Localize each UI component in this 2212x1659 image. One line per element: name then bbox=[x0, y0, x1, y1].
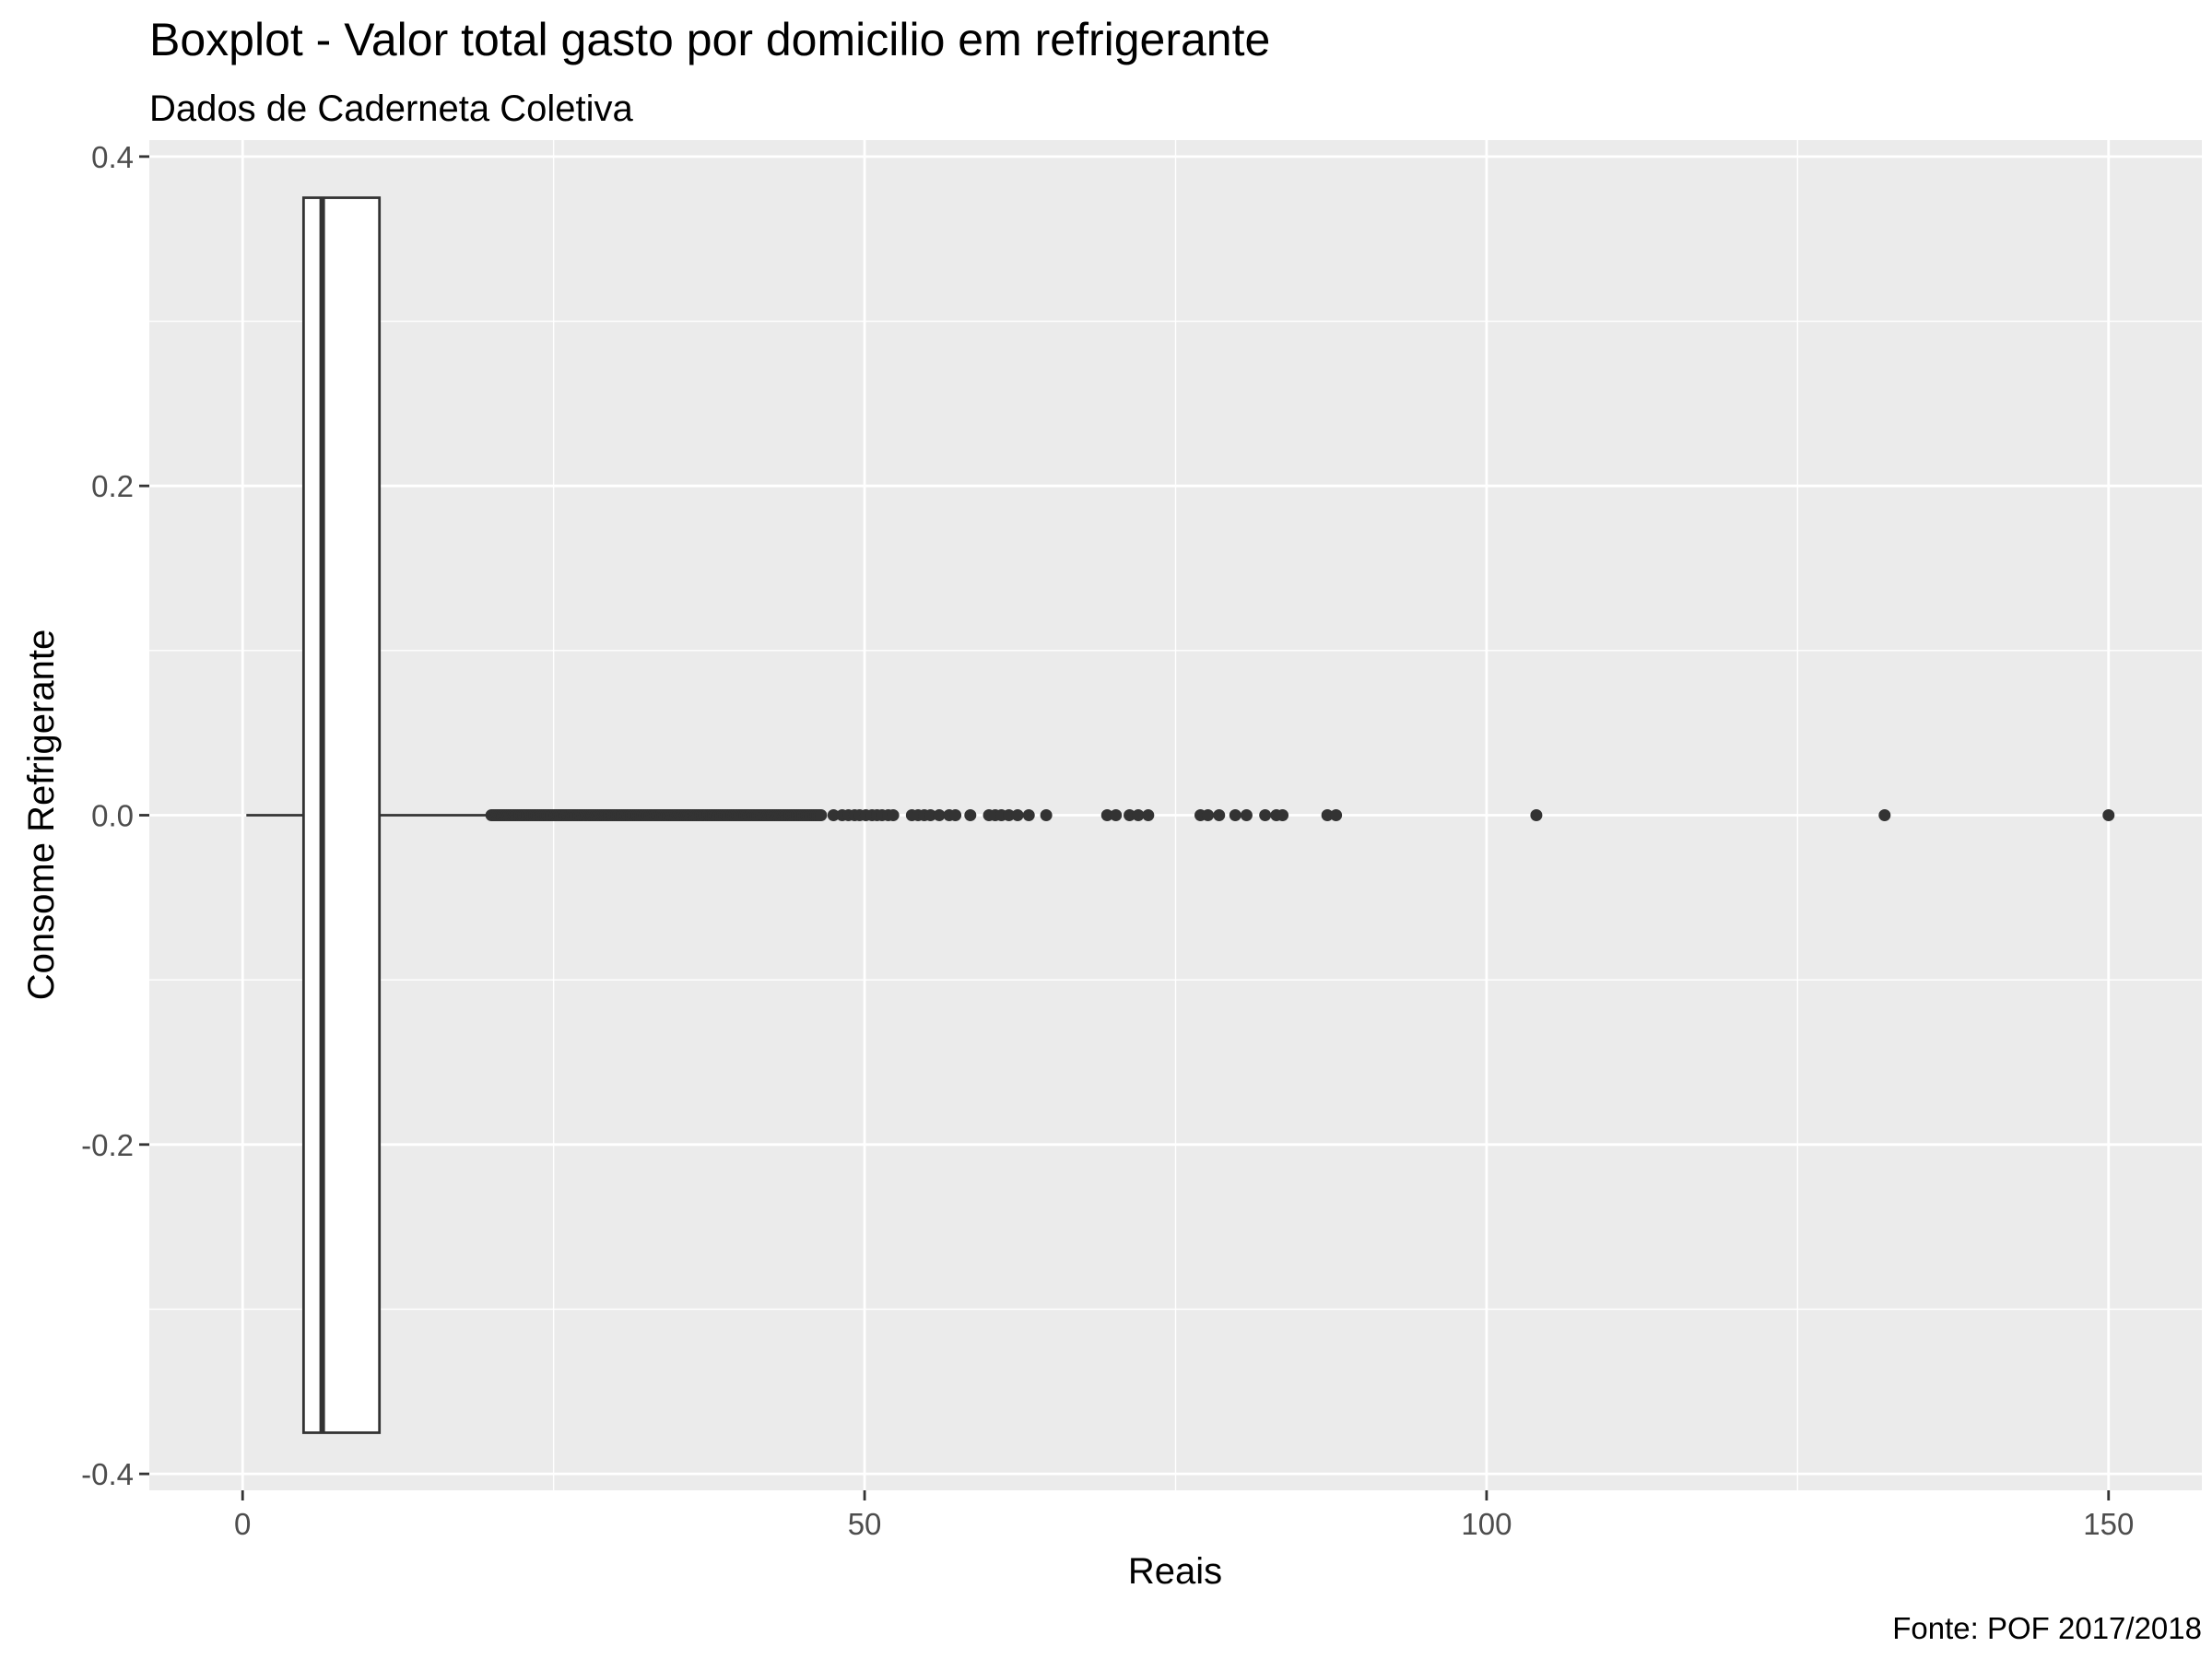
outlier-point bbox=[949, 809, 962, 821]
outlier-point bbox=[1213, 809, 1226, 821]
outlier-point bbox=[1040, 809, 1053, 821]
outlier-point bbox=[1142, 809, 1155, 821]
outlier-point bbox=[1240, 809, 1253, 821]
outlier-point bbox=[1878, 809, 1891, 821]
outlier-point bbox=[1229, 809, 1241, 821]
chart-title: Boxplot - Valor total gasto por domicili… bbox=[149, 14, 1270, 65]
x-tick-label: 100 bbox=[1461, 1507, 1512, 1541]
chart-subtitle: Dados de Caderneta Coletiva bbox=[149, 88, 634, 129]
outlier-point bbox=[1022, 809, 1035, 821]
axis-layer: 0 50 100 150 0.4 0.2 0.0 -0.2 -0.4 bbox=[81, 140, 2134, 1541]
outlier-point bbox=[2102, 809, 2115, 821]
outlier-point bbox=[1330, 809, 1343, 821]
box-layer bbox=[246, 196, 492, 1434]
outlier-point bbox=[1100, 809, 1113, 821]
y-axis-title: Consome Refrigerante bbox=[21, 629, 62, 1000]
outlier-points bbox=[485, 809, 2115, 821]
outlier-point bbox=[1321, 809, 1334, 821]
outlier-point bbox=[887, 809, 900, 821]
outlier-point bbox=[933, 809, 946, 821]
outlier-point bbox=[1277, 809, 1289, 821]
iqr-box bbox=[301, 196, 382, 1434]
x-tick-label: 0 bbox=[234, 1507, 251, 1541]
y-tick-label: -0.4 bbox=[81, 1457, 134, 1491]
outlier-point bbox=[1259, 809, 1272, 821]
outlier-point bbox=[1110, 809, 1123, 821]
y-tick-label: 0.4 bbox=[91, 140, 134, 174]
x-tick-label: 50 bbox=[848, 1507, 882, 1541]
outlier-point bbox=[1202, 809, 1215, 821]
outlier-point bbox=[1132, 809, 1145, 821]
x-tick-label: 150 bbox=[2083, 1507, 2134, 1541]
outlier-point bbox=[827, 809, 840, 821]
outlier-point bbox=[964, 809, 977, 821]
y-tick-label: -0.2 bbox=[81, 1128, 134, 1162]
outlier-point bbox=[1003, 809, 1016, 821]
outlier-point bbox=[1011, 809, 1024, 821]
outlier-point bbox=[924, 809, 937, 821]
outlier-point bbox=[1124, 809, 1136, 821]
chart-caption: Fonte: POF 2017/2018 bbox=[1892, 1611, 2202, 1645]
y-tick-label: 0.2 bbox=[91, 469, 134, 503]
outlier-point bbox=[1530, 809, 1543, 821]
outlier-point bbox=[815, 809, 828, 821]
x-axis-title: Reais bbox=[1128, 1551, 1222, 1592]
y-tick-label: 0.0 bbox=[91, 799, 134, 833]
